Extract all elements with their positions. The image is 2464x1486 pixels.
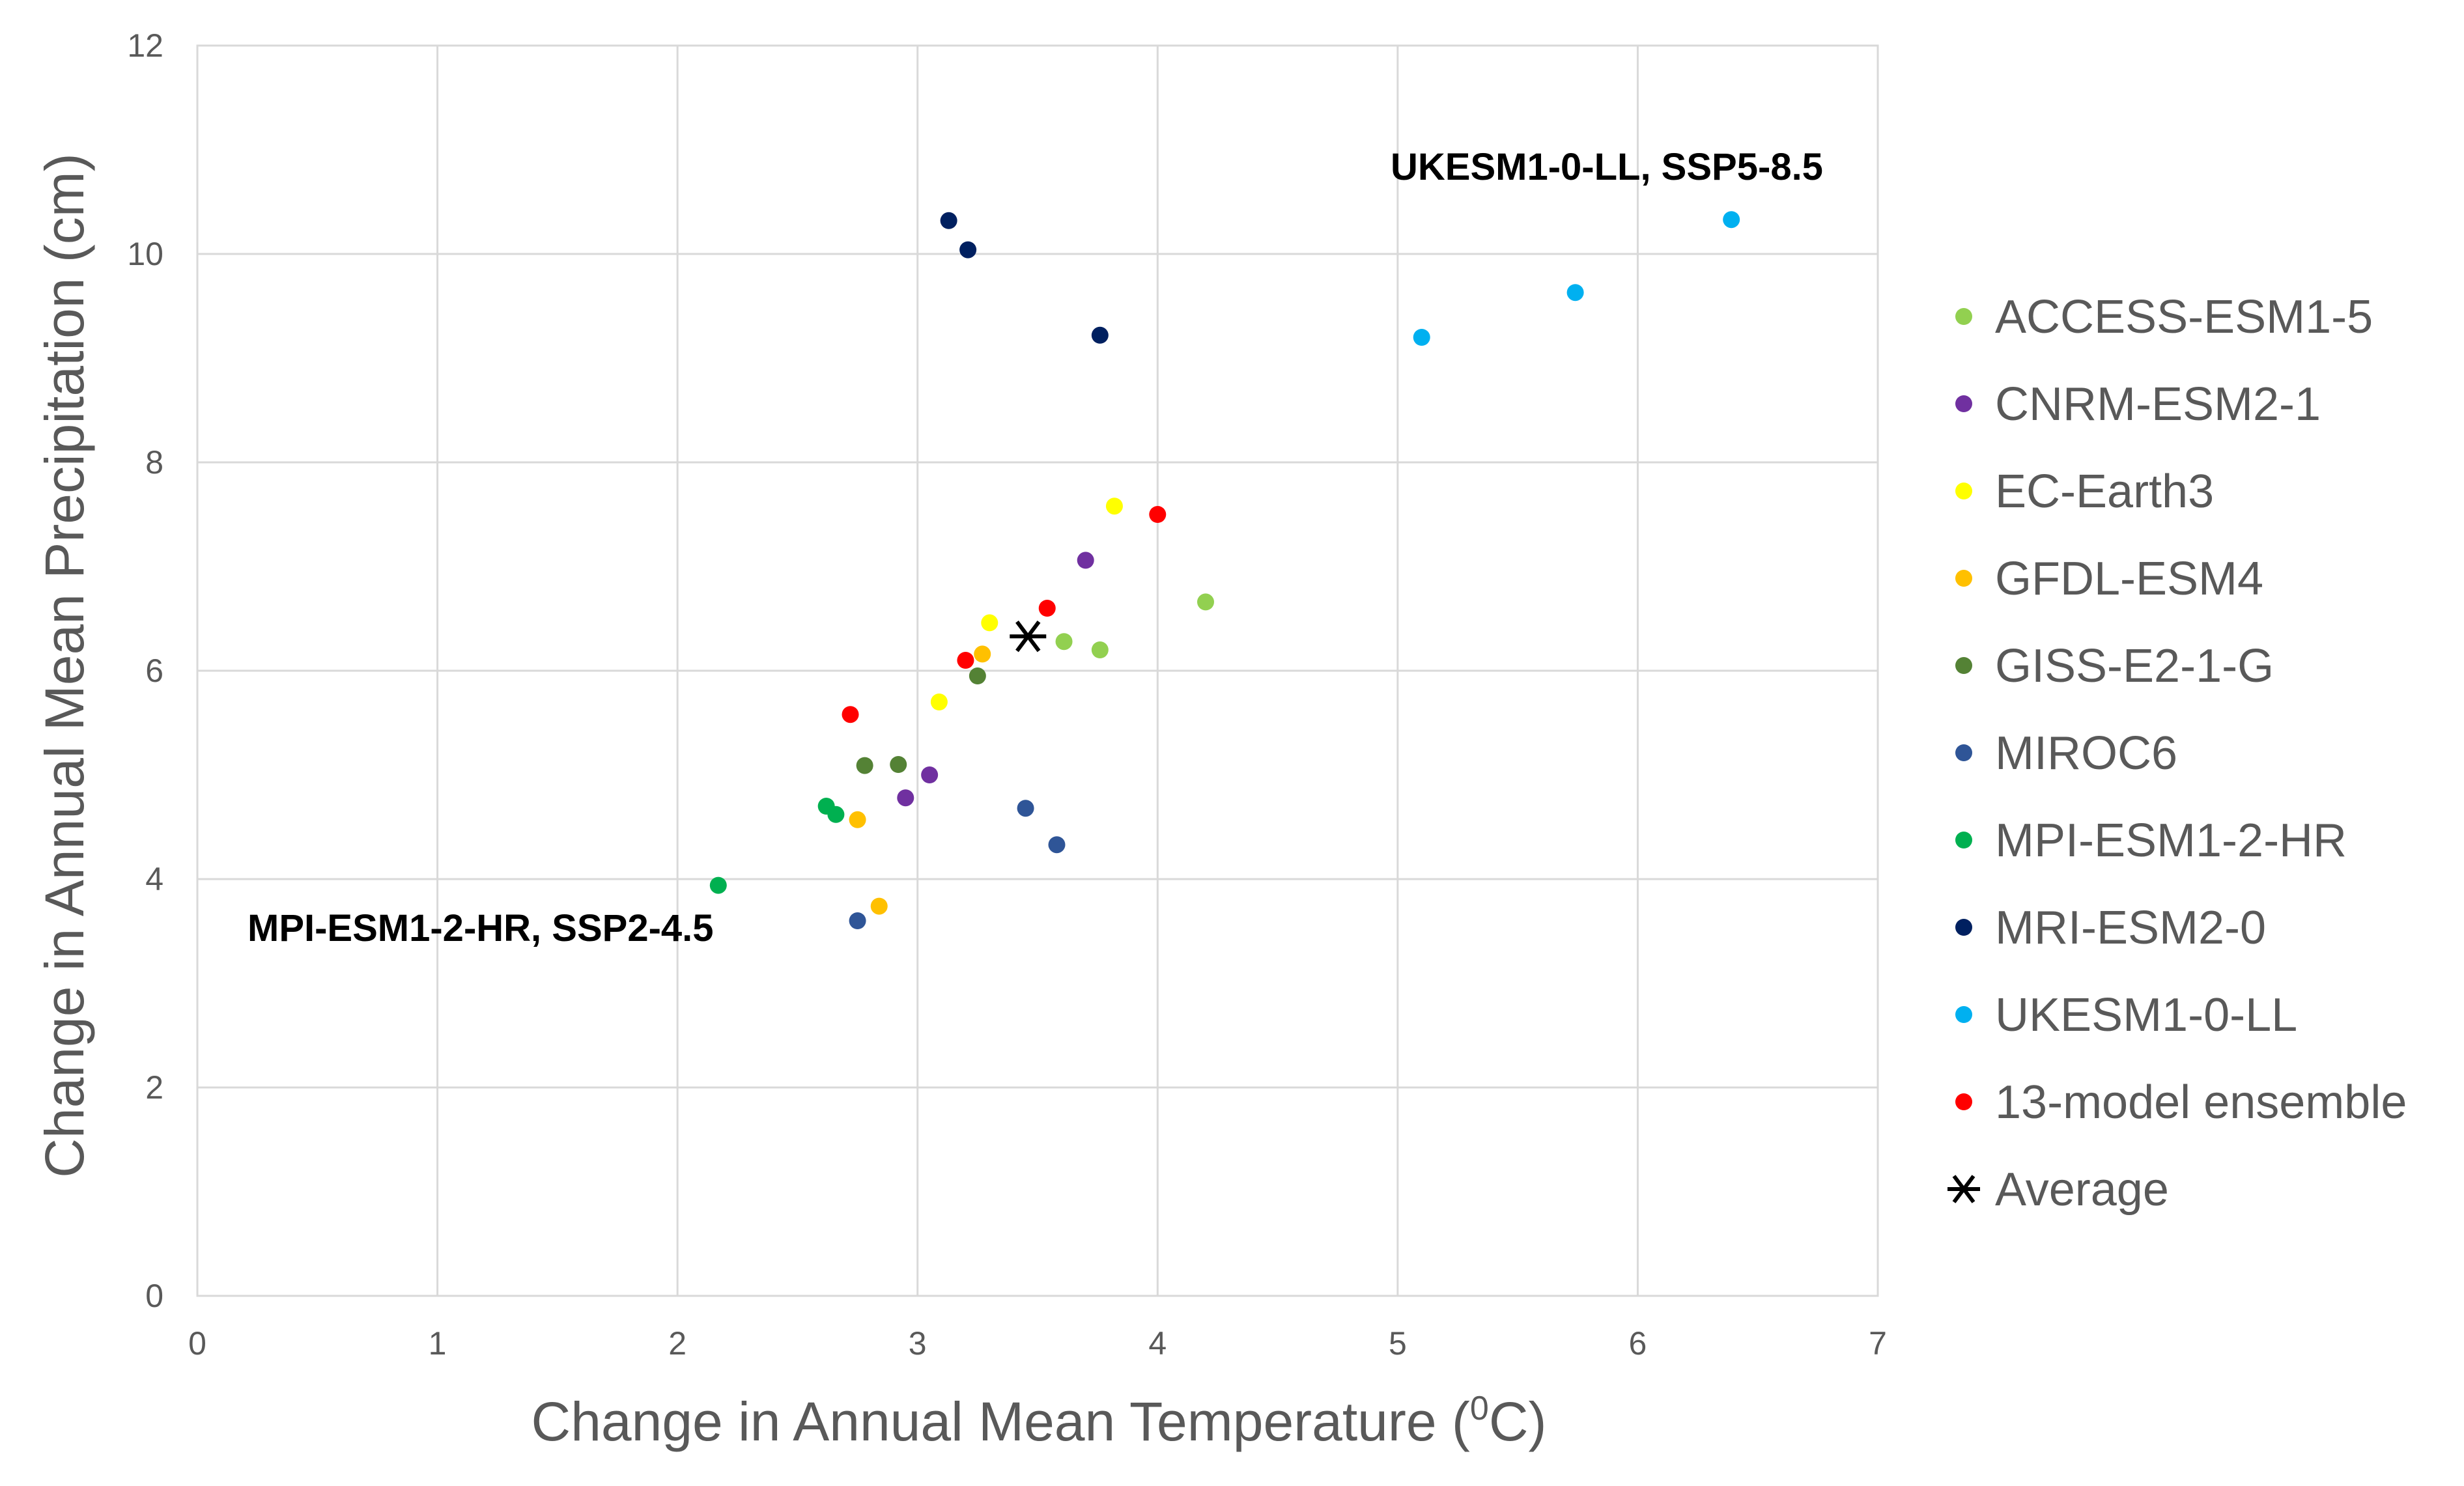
point-miroc6-1	[1017, 800, 1034, 817]
point-access-esm1-5-1	[1091, 641, 1109, 658]
legend-marker-ukesm1-0-ll	[1955, 1006, 1972, 1023]
y-tick-label-2: 2	[145, 1069, 163, 1106]
grid-lines	[196, 44, 1879, 1297]
point-mri-esm2-0-0	[940, 212, 957, 229]
legend-label-ukesm1-0-ll: UKESM1-0-LL	[1995, 989, 2297, 1041]
legend-marker-giss-e2-1-g	[1955, 657, 1972, 674]
average-marker	[1010, 620, 1047, 652]
legend-label-cnrm-esm2-1: CNRM-ESM2-1	[1995, 378, 2321, 430]
point-gfdl-esm4-1	[870, 897, 888, 915]
y-tick-label-10: 10	[127, 236, 163, 272]
x-tick-label-2: 2	[668, 1325, 687, 1362]
point-mpi-esm1-2-hr-2	[827, 806, 845, 823]
point-gfdl-esm4-0	[849, 811, 866, 828]
point-ukesm1-0-ll-2	[1723, 211, 1740, 229]
legend-marker-average	[1947, 1175, 1980, 1203]
legend-marker-access-esm1-5	[1955, 308, 1972, 325]
legend-label-13-model-ensemble: 13-model ensemble	[1995, 1076, 2407, 1129]
point-miroc6-2	[1048, 836, 1066, 854]
x-axis-title-unit: C)	[1489, 1391, 1547, 1452]
x-axis-title-sup: 0	[1470, 1390, 1489, 1427]
point-gfdl-esm4-2	[974, 645, 991, 663]
legend-marker-cnrm-esm2-1	[1955, 395, 1972, 412]
x-axis-title: Change in Annual Mean Temperature (0C)	[531, 1390, 1547, 1452]
point-cnrm-esm2-1-0	[897, 789, 914, 807]
point-mpi-esm1-2-hr-0	[709, 876, 727, 894]
legend-marker-miroc6	[1955, 744, 1972, 761]
legend-label-giss-e2-1-g: GISS-E2-1-G	[1995, 640, 2274, 692]
x-axis-ticks: 0 1 2 3 4 5 6 7	[188, 1325, 1887, 1362]
legend-label-mri-esm2-0: MRI-ESM2-0	[1995, 902, 2266, 954]
average-marker-stroke-2	[1015, 620, 1041, 652]
plot-border	[196, 44, 1879, 1297]
annotation-ukesm: UKESM1-0-LL, SSP5-8.5	[1391, 146, 1823, 188]
y-tick-label-6: 6	[145, 652, 163, 689]
point-ec-earth3-1	[981, 614, 998, 632]
y-tick-label-0: 0	[145, 1278, 163, 1314]
point-13-model-ensemble-2	[1038, 600, 1056, 617]
point-miroc6-0	[849, 912, 866, 929]
data-points	[709, 211, 1740, 929]
y-tick-label-8: 8	[145, 444, 163, 481]
legend-marker-ec-earth3	[1955, 483, 1972, 499]
point-giss-e2-1-g-1	[890, 756, 907, 773]
annotation-mpi: MPI-ESM1-2-HR, SSP2-4.5	[248, 907, 714, 949]
legend-marker-mpi-esm1-2-hr	[1955, 832, 1972, 848]
x-tick-label-6: 6	[1629, 1325, 1647, 1362]
y-axis-ticks: 0 2 4 6 8 10 12	[127, 27, 163, 1314]
legend: ACCESS-ESM1-5 CNRM-ESM2-1 EC-Earth3 GFDL-ES…	[1947, 291, 2407, 1216]
point-13-model-ensemble-3	[1149, 506, 1167, 523]
point-cnrm-esm2-1-1	[921, 766, 939, 783]
point-ukesm1-0-ll-1	[1566, 284, 1584, 301]
legend-marker-13-model-ensemble	[1955, 1093, 1972, 1110]
legend-label-ec-earth3: EC-Earth3	[1995, 466, 2214, 518]
point-access-esm1-5-2	[1197, 593, 1214, 611]
x-tick-label-4: 4	[1148, 1325, 1167, 1362]
x-tick-label-1: 1	[429, 1325, 447, 1362]
point-ukesm1-0-ll-0	[1413, 329, 1430, 346]
point-13-model-ensemble-0	[842, 706, 859, 723]
point-mri-esm2-0-1	[959, 241, 977, 259]
legend-marker-gfdl-esm4	[1955, 570, 1972, 587]
annotations: UKESM1-0-LL, SSP5-8.5 MPI-ESM1-2-HR, SSP…	[248, 146, 1823, 949]
x-axis-title-main: Change in Annual Mean Temperature (	[531, 1391, 1470, 1452]
x-tick-label-7: 7	[1869, 1325, 1887, 1362]
point-cnrm-esm2-1-2	[1077, 552, 1094, 569]
y-tick-label-12: 12	[127, 27, 163, 64]
point-ec-earth3-0	[930, 694, 948, 710]
point-mri-esm2-0-2	[1091, 326, 1109, 344]
legend-label-average: Average	[1995, 1164, 2169, 1216]
average-marker-group	[1010, 620, 1047, 652]
point-access-esm1-5-0	[1055, 633, 1073, 651]
x-tick-label-5: 5	[1389, 1325, 1407, 1362]
point-ec-earth3-2	[1105, 498, 1123, 515]
point-giss-e2-1-g-0	[856, 757, 873, 774]
legend-marker-average-stroke-2	[1952, 1175, 1975, 1203]
point-13-model-ensemble-1	[957, 652, 974, 669]
y-tick-label-4: 4	[145, 861, 163, 897]
y-axis-title: Change in Annual Mean Precipitation (cm)	[34, 153, 95, 1178]
plot-area-border	[196, 44, 1879, 1297]
legend-label-gfdl-esm4: GFDL-ESM4	[1995, 553, 2263, 605]
legend-label-mpi-esm1-2-hr: MPI-ESM1-2-HR	[1995, 815, 2347, 867]
legend-label-access-esm1-5: ACCESS-ESM1-5	[1995, 291, 2373, 343]
x-tick-label-0: 0	[188, 1325, 206, 1362]
point-giss-e2-1-g-2	[969, 667, 986, 684]
legend-marker-mri-esm2-0	[1955, 919, 1972, 936]
legend-label-miroc6: MIROC6	[1995, 727, 2177, 779]
x-tick-label-3: 3	[909, 1325, 927, 1362]
